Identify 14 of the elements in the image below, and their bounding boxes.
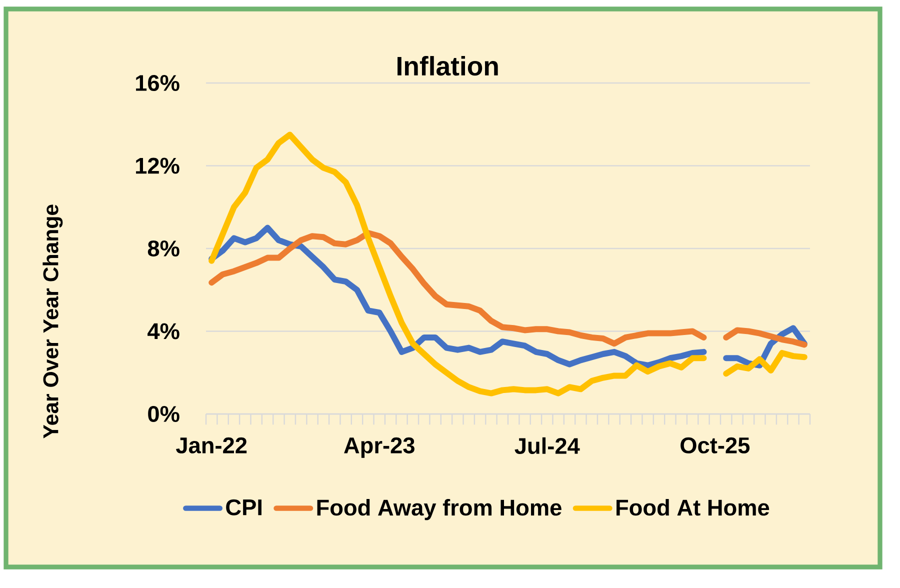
- y-tick-label: 8%: [148, 240, 180, 257]
- legend-label: CPI: [226, 499, 262, 516]
- y-tick-label: 16%: [136, 74, 180, 92]
- y-tick-label: 0%: [148, 406, 180, 422]
- legend-label: Food Away from Home: [317, 499, 562, 520]
- legend-label: Food At Home: [616, 499, 770, 516]
- chart-title: Inflation: [398, 56, 498, 76]
- x-tick-label: Apr-23: [344, 437, 414, 458]
- y-tick-label: 12%: [136, 158, 180, 174]
- x-tick-label: Oct-25: [680, 437, 750, 454]
- x-tick-label: Jul-24: [514, 437, 580, 454]
- y-tick-label: 4%: [148, 323, 180, 340]
- y-axis-title: Year Over Year Change: [42, 204, 63, 438]
- x-tick-label: Jan-22: [176, 437, 247, 454]
